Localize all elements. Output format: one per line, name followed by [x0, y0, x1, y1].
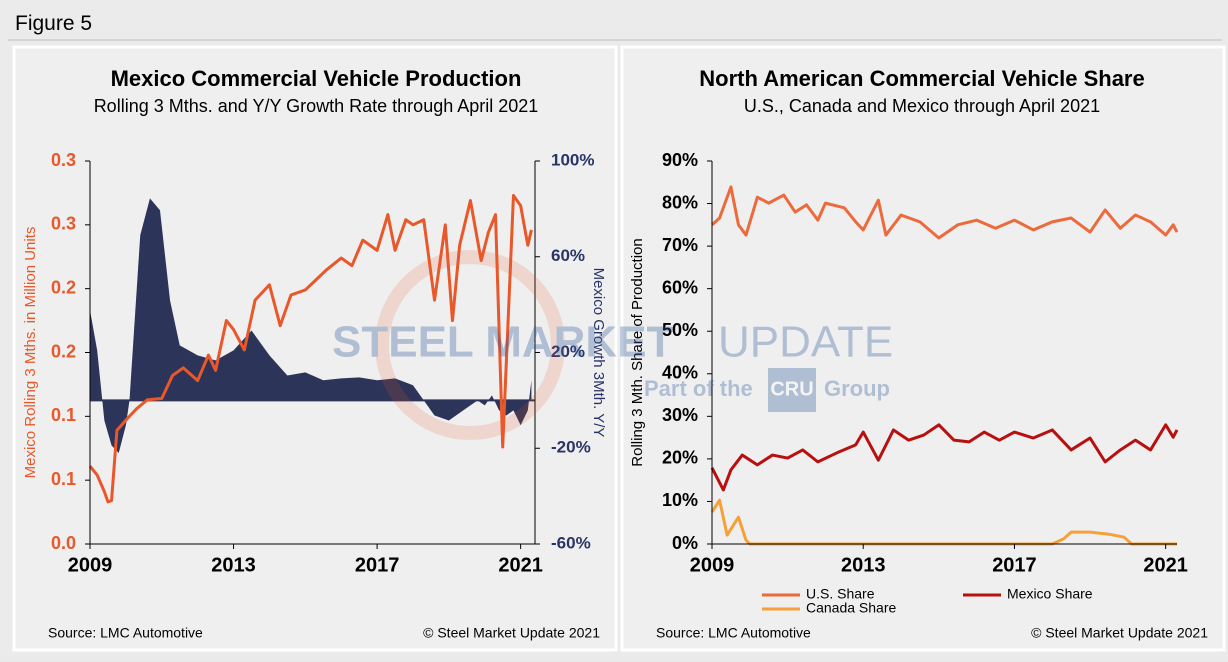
line — [710, 185, 1179, 240]
watermark-group: Group — [824, 376, 890, 401]
watermark: STEEL MARKET UPDATE Part of the CRU Grou… — [332, 250, 893, 440]
panel — [620, 45, 1226, 652]
y-tick-label: 30% — [662, 405, 698, 425]
chart-title: Mexico Commercial Vehicle Production — [111, 66, 522, 91]
y-tick-label: 0.2 — [51, 341, 76, 361]
area — [90, 198, 532, 454]
x-tick-label: 2021 — [1143, 554, 1188, 576]
figure-label: Figure 5 — [15, 12, 92, 35]
y2-tick-label: -20% — [551, 438, 591, 457]
y-tick-label: 0.1 — [51, 469, 76, 489]
x-tick-label: 2009 — [690, 554, 735, 576]
x-tick-label: 2013 — [211, 554, 256, 576]
line — [88, 193, 533, 504]
watermark-part-of: Part of the — [644, 376, 753, 401]
x-tick-label: 2013 — [841, 554, 886, 576]
line — [710, 423, 1179, 492]
y-tick-label: 40% — [662, 363, 698, 383]
watermark-brand: STEEL MARKET — [332, 318, 674, 367]
y2-tick-label: -60% — [551, 533, 591, 552]
y-tick-label: 0.3 — [51, 150, 76, 170]
y-tick-label: 60% — [662, 277, 698, 297]
y-tick-label: 50% — [662, 320, 698, 340]
x-tick-label: 2017 — [992, 554, 1037, 576]
y-tick-label: 0% — [672, 533, 698, 553]
y-tick-label: 0.2 — [51, 277, 76, 297]
chart-subtitle: U.S., Canada and Mexico through April 20… — [744, 96, 1100, 116]
copyright-note: © Steel Market Update 2021 — [423, 625, 600, 641]
y2-tick-label: 100% — [551, 150, 594, 169]
y-tick-label: 0.0 — [51, 533, 76, 553]
watermark-logo-box — [768, 368, 816, 412]
source-note: Source: LMC Automotive — [48, 625, 203, 641]
y2-tick-label: 60% — [551, 246, 585, 265]
y-tick-label: 20% — [662, 448, 698, 468]
watermark-logo: CRU — [770, 378, 813, 400]
y-tick-label: 80% — [662, 192, 698, 212]
panel — [12, 45, 618, 652]
legend-label: Canada Share — [806, 600, 897, 616]
chart-title: North American Commercial Vehicle Share — [699, 66, 1144, 91]
source-note: Source: LMC Automotive — [656, 625, 811, 641]
plots: Mexico Commercial Vehicle Production Roll… — [22, 66, 1208, 641]
watermark-arc — [375, 250, 565, 440]
y-tick-label: 0.1 — [51, 405, 76, 425]
y-axis-label: Rolling 3 Mth. Share of Production — [629, 238, 646, 466]
y-tick-label: 10% — [662, 490, 698, 510]
y2-tick-label: 20% — [551, 342, 585, 361]
chart-subtitle: Rolling 3 Mths. and Y/Y Growth Rate thro… — [94, 96, 539, 116]
x-tick-label: 2017 — [355, 554, 400, 576]
y-tick-label: 90% — [662, 150, 698, 170]
y2-axis-label: Mexico Growth 3Mth. Y/Y — [590, 268, 607, 438]
y-tick-label: 0.3 — [51, 214, 76, 234]
x-tick-label: 2009 — [68, 554, 113, 576]
legend-label: Mexico Share — [1007, 586, 1093, 602]
legend-label: U.S. Share — [806, 586, 875, 602]
copyright-note: © Steel Market Update 2021 — [1031, 625, 1208, 641]
line — [710, 498, 1177, 546]
y-axis-label: Mexico Rolling 3 Mths. in Million Units — [22, 227, 39, 479]
x-tick-label: 2021 — [498, 554, 543, 576]
y-tick-label: 70% — [662, 235, 698, 255]
watermark-brand-light: UPDATE — [718, 318, 893, 367]
